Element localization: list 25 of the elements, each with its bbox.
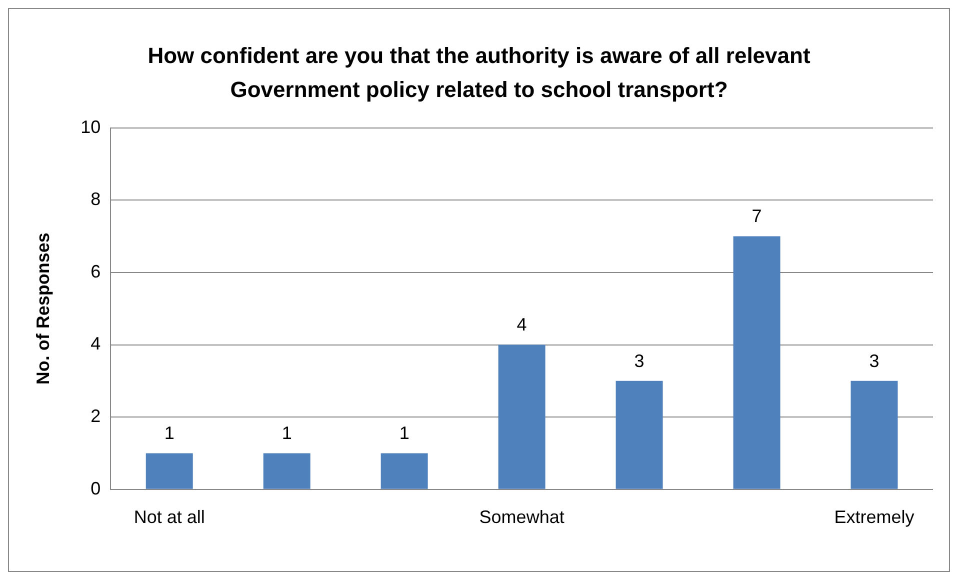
chart-title: How confident are you that the authority is aware of all relevant Government policy related to school transport? xyxy=(146,42,812,104)
bar xyxy=(263,453,310,489)
y-tick-label: 4 xyxy=(90,334,101,354)
bar xyxy=(850,380,898,489)
data-label: 1 xyxy=(164,423,174,444)
bar xyxy=(616,380,663,489)
data-label: 1 xyxy=(399,423,410,444)
y-tick-label: 10 xyxy=(80,116,101,137)
x-tick-label: Somewhat xyxy=(479,507,564,528)
x-tick-label: Not at all xyxy=(134,507,205,528)
y-tick-label: 0 xyxy=(90,478,101,498)
bar xyxy=(733,236,780,489)
x-tick-label: Extremely xyxy=(834,507,914,528)
data-label: 4 xyxy=(516,314,527,335)
y-tick-label: 6 xyxy=(90,261,101,282)
data-label: 7 xyxy=(752,206,762,226)
bar xyxy=(380,453,428,489)
data-label: 3 xyxy=(634,350,644,371)
bar xyxy=(498,344,546,489)
y-tick-label: 2 xyxy=(90,406,101,426)
data-label: 1 xyxy=(282,423,292,444)
data-label: 3 xyxy=(869,350,880,371)
bar xyxy=(146,453,193,489)
y-tick-label: 8 xyxy=(90,189,101,210)
y-axis-title: No. of Responses xyxy=(32,232,53,385)
